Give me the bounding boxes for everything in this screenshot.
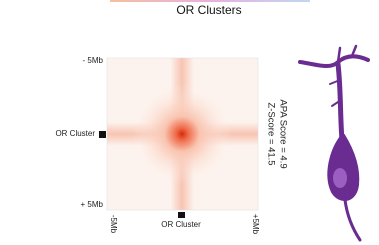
- title: OR Clusters: [176, 3, 241, 17]
- z-score: Z-Score = 41.5: [265, 102, 276, 165]
- x-label: -5Mb: [109, 215, 118, 234]
- y-marker: [99, 131, 106, 138]
- top-strip: [110, 0, 310, 2]
- y-label: + 5Mb: [81, 200, 104, 209]
- heatmap: [107, 58, 258, 210]
- heatmap-spot: [132, 84, 232, 184]
- figure: OR Clusters - 5Mb OR Cluster + 5Mb -5Mb …: [0, 0, 379, 245]
- neuron: [300, 46, 368, 240]
- y-label: - 5Mb: [83, 56, 104, 65]
- x-marker: [178, 212, 185, 218]
- x-label: +5Mb: [251, 214, 260, 235]
- y-label: OR Cluster: [55, 129, 95, 138]
- apa-score: APA Score = 4.9: [277, 99, 288, 168]
- x-label: OR Cluster: [161, 220, 201, 229]
